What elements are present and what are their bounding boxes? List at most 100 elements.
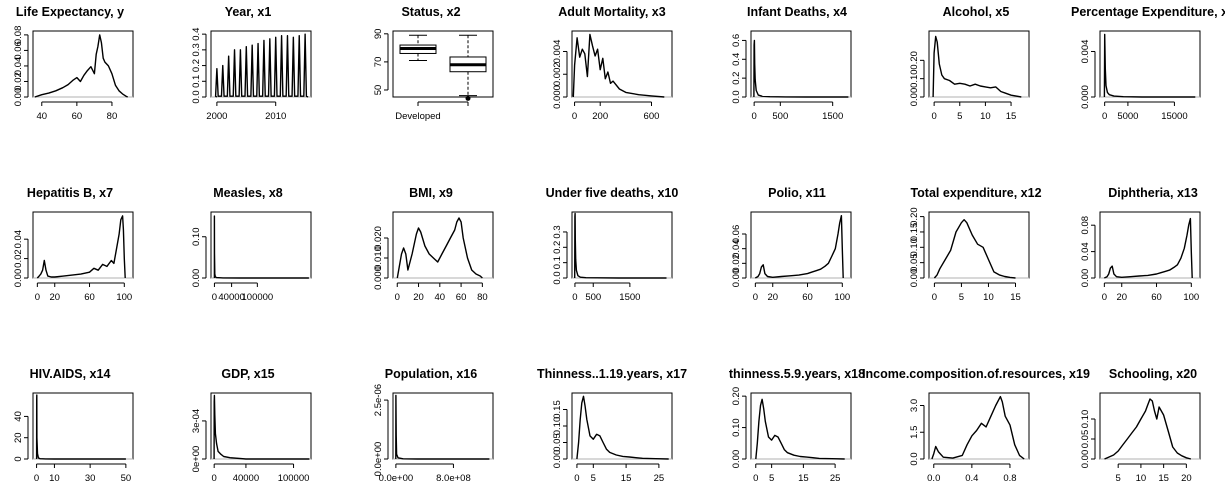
x-tick-label: 100 (116, 292, 132, 303)
x-tick-label: 5 (959, 292, 964, 303)
panel-income-composition-of-resources-x19: Income.composition.of.resources, x19 0.0 1… (862, 367, 1090, 484)
panel-title: HIV.AIDS, x14 (30, 367, 111, 381)
density-curve (753, 39, 849, 98)
x-tick-label: 10 (983, 292, 994, 303)
x-tick-label: 600 (644, 111, 660, 122)
x-axis: 0 5 15 25 (753, 463, 841, 484)
outlier-point (465, 95, 471, 101)
x-axis: 0 5 15 25 (574, 463, 664, 484)
y-tick-label: 0.08 (13, 26, 24, 45)
x-tick-label: 25 (830, 473, 841, 484)
y-axis: 0.0 1.5 3.0 (909, 399, 925, 466)
y-tick-label: 0.002 (552, 62, 563, 86)
y-tick-label: 70 (373, 57, 384, 68)
panel-title: Diphtheria, x13 (1108, 186, 1198, 200)
density-curve (755, 398, 845, 460)
y-axis: 0.00 0.10 (191, 228, 207, 287)
y-tick-label: 0.0 (552, 271, 563, 284)
y-tick-label: 0 (13, 456, 24, 461)
y-tick-label: 0.000 (373, 266, 384, 290)
x-tick-label: 10 (980, 111, 991, 122)
x-tick-label: 1500 (822, 111, 843, 122)
x-tick-label: 60 (72, 111, 83, 122)
x-tick-label: 2010 (265, 111, 286, 122)
y-tick-label: 0.08 (1080, 216, 1091, 235)
plot-frame (210, 211, 312, 279)
y-tick-label: 0.0 (731, 90, 742, 103)
x-tick-label: 20 (413, 292, 424, 303)
y-tick-label: 0.3 (191, 43, 202, 56)
y-tick-label: 0.10 (909, 69, 920, 88)
x-tick-label: 8.0e+08 (436, 473, 471, 484)
x-axis: 0 20 60 100 (1102, 282, 1199, 303)
y-tick-label: 0.06 (13, 41, 24, 60)
panel-title: GDP, x15 (221, 367, 274, 381)
y-tick-label: 0.000 (552, 85, 563, 109)
x-tick-label: 0.0 (927, 473, 940, 484)
x-tick-label: 40 (435, 292, 446, 303)
x-tick-label: 5 (591, 473, 596, 484)
density-curve (36, 215, 126, 279)
y-axis: 0.000.050.100.15 (552, 400, 568, 468)
x-tick-label: 60 (456, 292, 467, 303)
y-tick-label: 0.3 (552, 225, 563, 238)
density-curve (1104, 398, 1192, 460)
x-tick-label: 0.8 (1003, 473, 1016, 484)
y-tick-label: 0.4 (191, 28, 202, 41)
y-axis: 0.00 0.04 0.08 (1080, 216, 1096, 287)
x-tick-label: 0 (931, 111, 936, 122)
y-tick-label: 0.00 (731, 269, 742, 288)
density-curve (931, 395, 1025, 460)
density-curve (214, 33, 309, 98)
y-tick-label: 0.10 (1080, 410, 1091, 429)
y-tick-label: 0.10 (909, 238, 920, 256)
x-tick-label: 100000 (278, 473, 310, 484)
x-axis: 0 5000 15000 (1102, 101, 1188, 122)
y-tick-label: 0.004 (552, 40, 563, 64)
x-axis: 0 40000 100000 (212, 463, 310, 484)
panel-title: Hepatitis B, x7 (27, 186, 113, 200)
density-curve (754, 215, 844, 279)
y-tick-label: 0.02 (13, 72, 24, 91)
density-curve (1103, 33, 1196, 98)
y-axis: 0e+00 3e-04 (191, 409, 207, 472)
panel-title: Measles, x8 (213, 186, 283, 200)
x-axis: Developed (395, 101, 469, 122)
y-tick-label: 0.10 (191, 228, 202, 247)
y-tick-label: 0.05 (552, 433, 563, 452)
y-tick-label: 0.00 (13, 88, 24, 107)
plot-frame (210, 30, 312, 98)
y-tick-label: 0.020 (373, 226, 384, 250)
x-tick-label: 0 (932, 292, 937, 303)
x-tick-label: 0 (35, 292, 40, 303)
x-tick-label: 15000 (1161, 111, 1187, 122)
y-tick-label: 0.0 (909, 452, 920, 465)
x-tick-label: 200 (592, 111, 608, 122)
x-tick-label: 5 (1116, 473, 1121, 484)
density-curve (213, 215, 309, 279)
x-axis: 0 20 40 60 80 (395, 282, 488, 303)
y-tick-label: 0.6 (731, 34, 742, 47)
x-tick-label: Developed (395, 111, 440, 122)
panel-total-expenditure-x12: Total expenditure, x12 0.000.050.100.150.… (909, 186, 1042, 303)
x-tick-label: 40000 (218, 292, 244, 303)
panel-percentage-expenditure-x6: Percentage Expenditure, x6 0.000 0.004 0 500… (1071, 5, 1225, 122)
x-tick-label: 10 (1136, 473, 1147, 484)
x-tick-label: 15 (1010, 292, 1021, 303)
y-tick-label: 20 (13, 432, 24, 443)
y-tick-label: 0.20 (909, 51, 920, 69)
panel-thinness-5-9-years-x18: thinness.5.9.years, x18 0.00 0.10 0.20 0 5 15 2… (729, 367, 865, 484)
y-tick-label: 0.004 (1080, 40, 1091, 64)
y-axis: 0.000.100.20 (909, 51, 925, 106)
y-axis: 0.000.020.040.060.08 (13, 26, 29, 107)
x-tick-label: 100 (834, 292, 850, 303)
x-axis: 5 10 15 20 (1116, 463, 1192, 484)
y-tick-label: 0.20 (909, 207, 920, 226)
box-developed (399, 34, 437, 61)
y-tick-label: 0.00 (731, 450, 742, 469)
density-curve (576, 395, 669, 460)
